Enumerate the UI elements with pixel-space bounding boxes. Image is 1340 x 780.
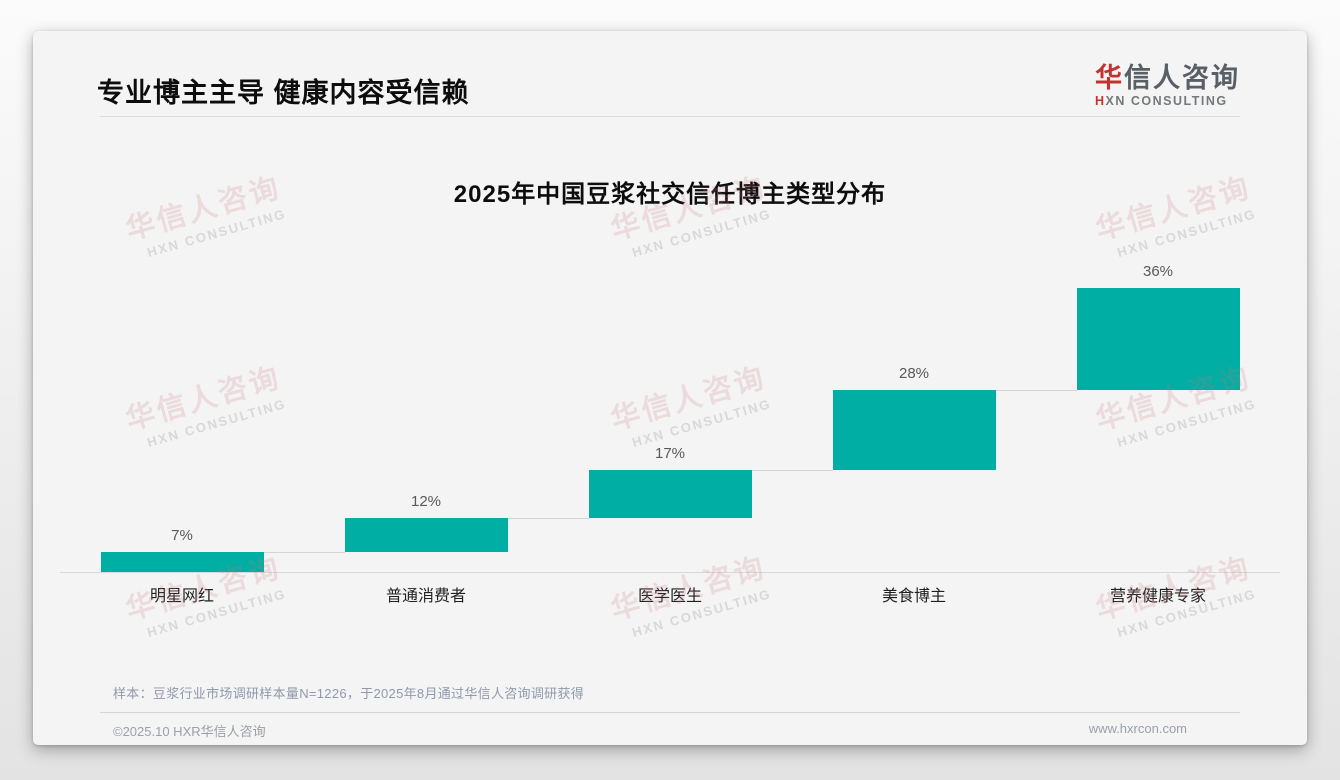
value-label-明星网红: 7%	[171, 527, 193, 545]
waterfall-connector	[263, 552, 345, 554]
category-label-医学医生: 医学医生	[637, 588, 702, 605]
website-url: www.hxrcon.com	[1088, 721, 1187, 736]
value-label-医学医生: 17%	[654, 444, 686, 462]
footer-divider	[100, 712, 1240, 713]
value-label-营养健康专家: 36%	[1142, 263, 1174, 280]
copyright-text: ©2025.10 HXR华信人咨询	[113, 724, 266, 739]
logo-en-rest: XN CONSULTING	[1105, 93, 1228, 108]
bar-明星网红	[100, 552, 264, 572]
value-label-普通消费者: 12%	[410, 493, 442, 511]
logo-cn-rest: 信人咨询	[1124, 63, 1240, 93]
category-label-美食博主: 美食博主	[881, 588, 946, 605]
bar-美食博主	[832, 390, 996, 470]
header-divider	[100, 116, 1240, 117]
x-axis-baseline	[60, 572, 1280, 573]
logo-english-name: HXN CONSULTING	[1095, 93, 1240, 109]
category-label-营养健康专家: 营养健康专家	[1109, 588, 1206, 605]
page-title: 专业博主主导 健康内容受信赖	[97, 78, 470, 108]
category-label-普通消费者: 普通消费者	[385, 588, 466, 605]
logo-cn-accent: 华	[1095, 63, 1124, 93]
bar-营养健康专家	[1076, 288, 1240, 391]
waterfall-connector	[751, 469, 833, 471]
bar-医学医生	[588, 469, 752, 519]
logo-en-accent: H	[1095, 93, 1106, 108]
sample-footnote: 样本：豆浆行业市场调研样本量N=1226，于2025年8月通过华信人咨询调研获得	[113, 686, 585, 701]
waterfall-connector	[507, 518, 589, 520]
category-label-明星网红: 明星网红	[149, 588, 214, 605]
company-logo: 华信人咨询 HXN CONSULTING	[1095, 63, 1240, 109]
chart-title: 2025年中国豆浆社交信任博主类型分布	[453, 181, 887, 208]
waterfall-connector	[995, 390, 1077, 392]
logo-chinese-name: 华信人咨询	[1095, 63, 1240, 94]
value-label-美食博主: 28%	[898, 365, 930, 383]
report-card: 专业博主主导 健康内容受信赖 华信人咨询 HXN CONSULTING 2025…	[33, 31, 1307, 745]
waterfall-chart: 7% 明星网红 12% 普通消费者 17% 医学医生 28% 美食博主 36% 营养健康专家	[33, 31, 1307, 745]
bar-普通消费者	[344, 518, 508, 553]
